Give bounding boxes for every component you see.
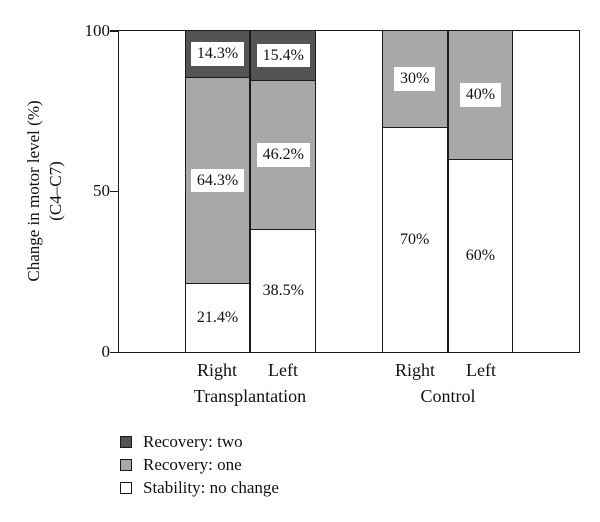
segment-value-label: 15.4% bbox=[256, 43, 310, 68]
segment-value-label: 60% bbox=[465, 247, 496, 265]
segment-value-label: 64.3% bbox=[190, 168, 245, 193]
y-tick-label-100: 100 bbox=[84, 21, 111, 40]
legend-label: Recovery: one bbox=[143, 455, 242, 474]
bar-segment: 40% bbox=[448, 31, 513, 160]
legend-item-recovery-one: Recovery: one bbox=[120, 456, 279, 473]
x-label-transplantation-left: Left bbox=[268, 360, 298, 380]
bar-segment: 64.3% bbox=[185, 76, 250, 284]
segment-value-label: 30% bbox=[394, 67, 436, 91]
bar-segment: 21.4% bbox=[185, 283, 250, 352]
segment-value-label: 14.3% bbox=[190, 42, 245, 66]
legend-swatch-recovery-two bbox=[120, 435, 132, 448]
bar-segment: 15.4% bbox=[251, 31, 316, 81]
bar-segment: 70% bbox=[382, 127, 447, 352]
bar-segment: 38.5% bbox=[251, 228, 316, 352]
x-label-transplantation-right: Right bbox=[196, 360, 238, 380]
bar-control-left: 40% 60% bbox=[447, 31, 514, 352]
legend-item-stability: Stability: no change bbox=[120, 479, 279, 496]
y-tick-mark-50 bbox=[110, 190, 119, 193]
y-tick-mark-0 bbox=[110, 351, 119, 354]
segment-value-label: 38.5% bbox=[262, 281, 304, 299]
legend-swatch-stability bbox=[120, 481, 132, 494]
bar-segment: 14.3% bbox=[185, 31, 250, 77]
y-tick-label-0: 0 bbox=[101, 342, 111, 361]
bar-segment: 46.2% bbox=[251, 80, 316, 229]
legend-item-recovery-two: Recovery: two bbox=[120, 433, 279, 450]
plot-area: 14.3% 64.3% 21.4% 15.4% 46.2% 38.5% 30% 70% 40% 6… bbox=[118, 30, 580, 353]
chart-legend: Recovery: two Recovery: one Stability: n… bbox=[120, 433, 279, 502]
bar-transplantation-left: 15.4% 46.2% 38.5% bbox=[250, 31, 317, 352]
legend-label: Stability: no change bbox=[143, 478, 279, 497]
bar-transplantation-right: 14.3% 64.3% 21.4% bbox=[184, 31, 251, 352]
bar-control-right: 30% 70% bbox=[381, 31, 448, 352]
group-label-transplantation: Transplantation bbox=[193, 386, 307, 406]
group-label-control: Control bbox=[420, 386, 476, 406]
segment-value-label: 40% bbox=[459, 83, 502, 107]
y-tick-mark-100 bbox=[110, 30, 119, 32]
segment-value-label: 46.2% bbox=[256, 143, 310, 167]
bar-segment: 30% bbox=[382, 31, 447, 128]
legend-swatch-recovery-one bbox=[120, 458, 132, 471]
y-tick-label-50: 50 bbox=[93, 181, 110, 200]
x-label-control-left: Left bbox=[466, 360, 496, 380]
y-axis-title-line1: Change in motor level (%) bbox=[24, 100, 43, 282]
legend-label: Recovery: two bbox=[143, 432, 243, 451]
segment-value-label: 21.4% bbox=[196, 309, 239, 327]
x-label-control-right: Right bbox=[394, 360, 436, 380]
bar-segment: 60% bbox=[448, 159, 513, 352]
segment-value-label: 70% bbox=[400, 231, 430, 249]
